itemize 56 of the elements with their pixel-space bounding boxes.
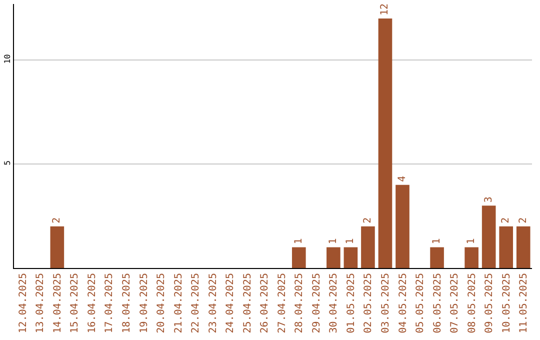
bar (50, 226, 64, 268)
data-label: 1 (466, 238, 478, 244)
data-label: 3 (483, 196, 494, 203)
x-tick-label: 26.04.2025 (260, 273, 271, 334)
x-tick-label: 24.04.2025 (225, 273, 236, 334)
bar (499, 226, 514, 268)
x-tick-label: 13.04.2025 (35, 273, 46, 334)
x-tick-label: 09.05.2025 (484, 273, 496, 334)
x-tick-label: 08.05.2025 (466, 273, 478, 334)
bar (326, 247, 340, 268)
x-tick-label: 05.05.2025 (415, 273, 426, 334)
data-label: 2 (500, 217, 512, 224)
bar (482, 206, 496, 268)
bar (361, 226, 375, 268)
x-tick-label: 17.04.2025 (104, 273, 116, 334)
data-label: 1 (345, 238, 356, 244)
bar (464, 247, 478, 268)
x-tick-label: 28.04.2025 (294, 273, 306, 334)
x-tick-label: 16.04.2025 (86, 273, 98, 334)
y-tick-label: 10 (2, 54, 12, 64)
x-tick-label: 27.04.2025 (276, 273, 288, 334)
data-label: 1 (293, 238, 304, 244)
x-tick-label: 18.04.2025 (121, 273, 132, 334)
x-tick-label: 01.05.2025 (346, 273, 357, 334)
bar (430, 247, 444, 268)
x-tick-label: 07.05.2025 (450, 273, 461, 334)
data-label: 12 (380, 4, 391, 16)
data-label: 1 (328, 238, 339, 244)
x-tick-label: 19.04.2025 (138, 273, 150, 334)
x-tick-label: 12.04.2025 (18, 273, 29, 334)
x-tick-label: 10.05.2025 (501, 273, 512, 334)
x-tick-label: 20.04.2025 (156, 273, 168, 334)
data-label: 2 (518, 217, 529, 224)
x-tick-label: 23.04.2025 (208, 273, 219, 334)
data-label: 2 (52, 217, 63, 224)
x-tick-label: 29.04.2025 (311, 273, 322, 334)
y-tick-label: 5 (2, 160, 12, 166)
bar (378, 18, 392, 268)
x-tick-label: 30.04.2025 (328, 273, 340, 334)
x-tick-label: 15.04.2025 (70, 273, 81, 334)
x-tick-label: 25.04.2025 (242, 273, 254, 334)
data-label: 1 (432, 238, 443, 244)
bar (292, 247, 306, 268)
bar (396, 184, 410, 268)
x-tick-label: 22.04.2025 (190, 273, 202, 334)
data-label: 2 (362, 217, 374, 224)
x-tick-label: 06.05.2025 (432, 273, 444, 334)
x-tick-label: 14.04.2025 (52, 273, 64, 334)
x-tick-label: 04.05.2025 (398, 273, 409, 334)
x-tick-label: 21.04.2025 (173, 273, 184, 334)
data-label: 4 (397, 176, 408, 182)
x-tick-label: 11.05.2025 (518, 273, 530, 334)
bar (516, 226, 530, 268)
bar (344, 247, 358, 268)
x-tick-label: 02.05.2025 (363, 273, 374, 334)
x-tick-label: 03.05.2025 (380, 273, 392, 334)
